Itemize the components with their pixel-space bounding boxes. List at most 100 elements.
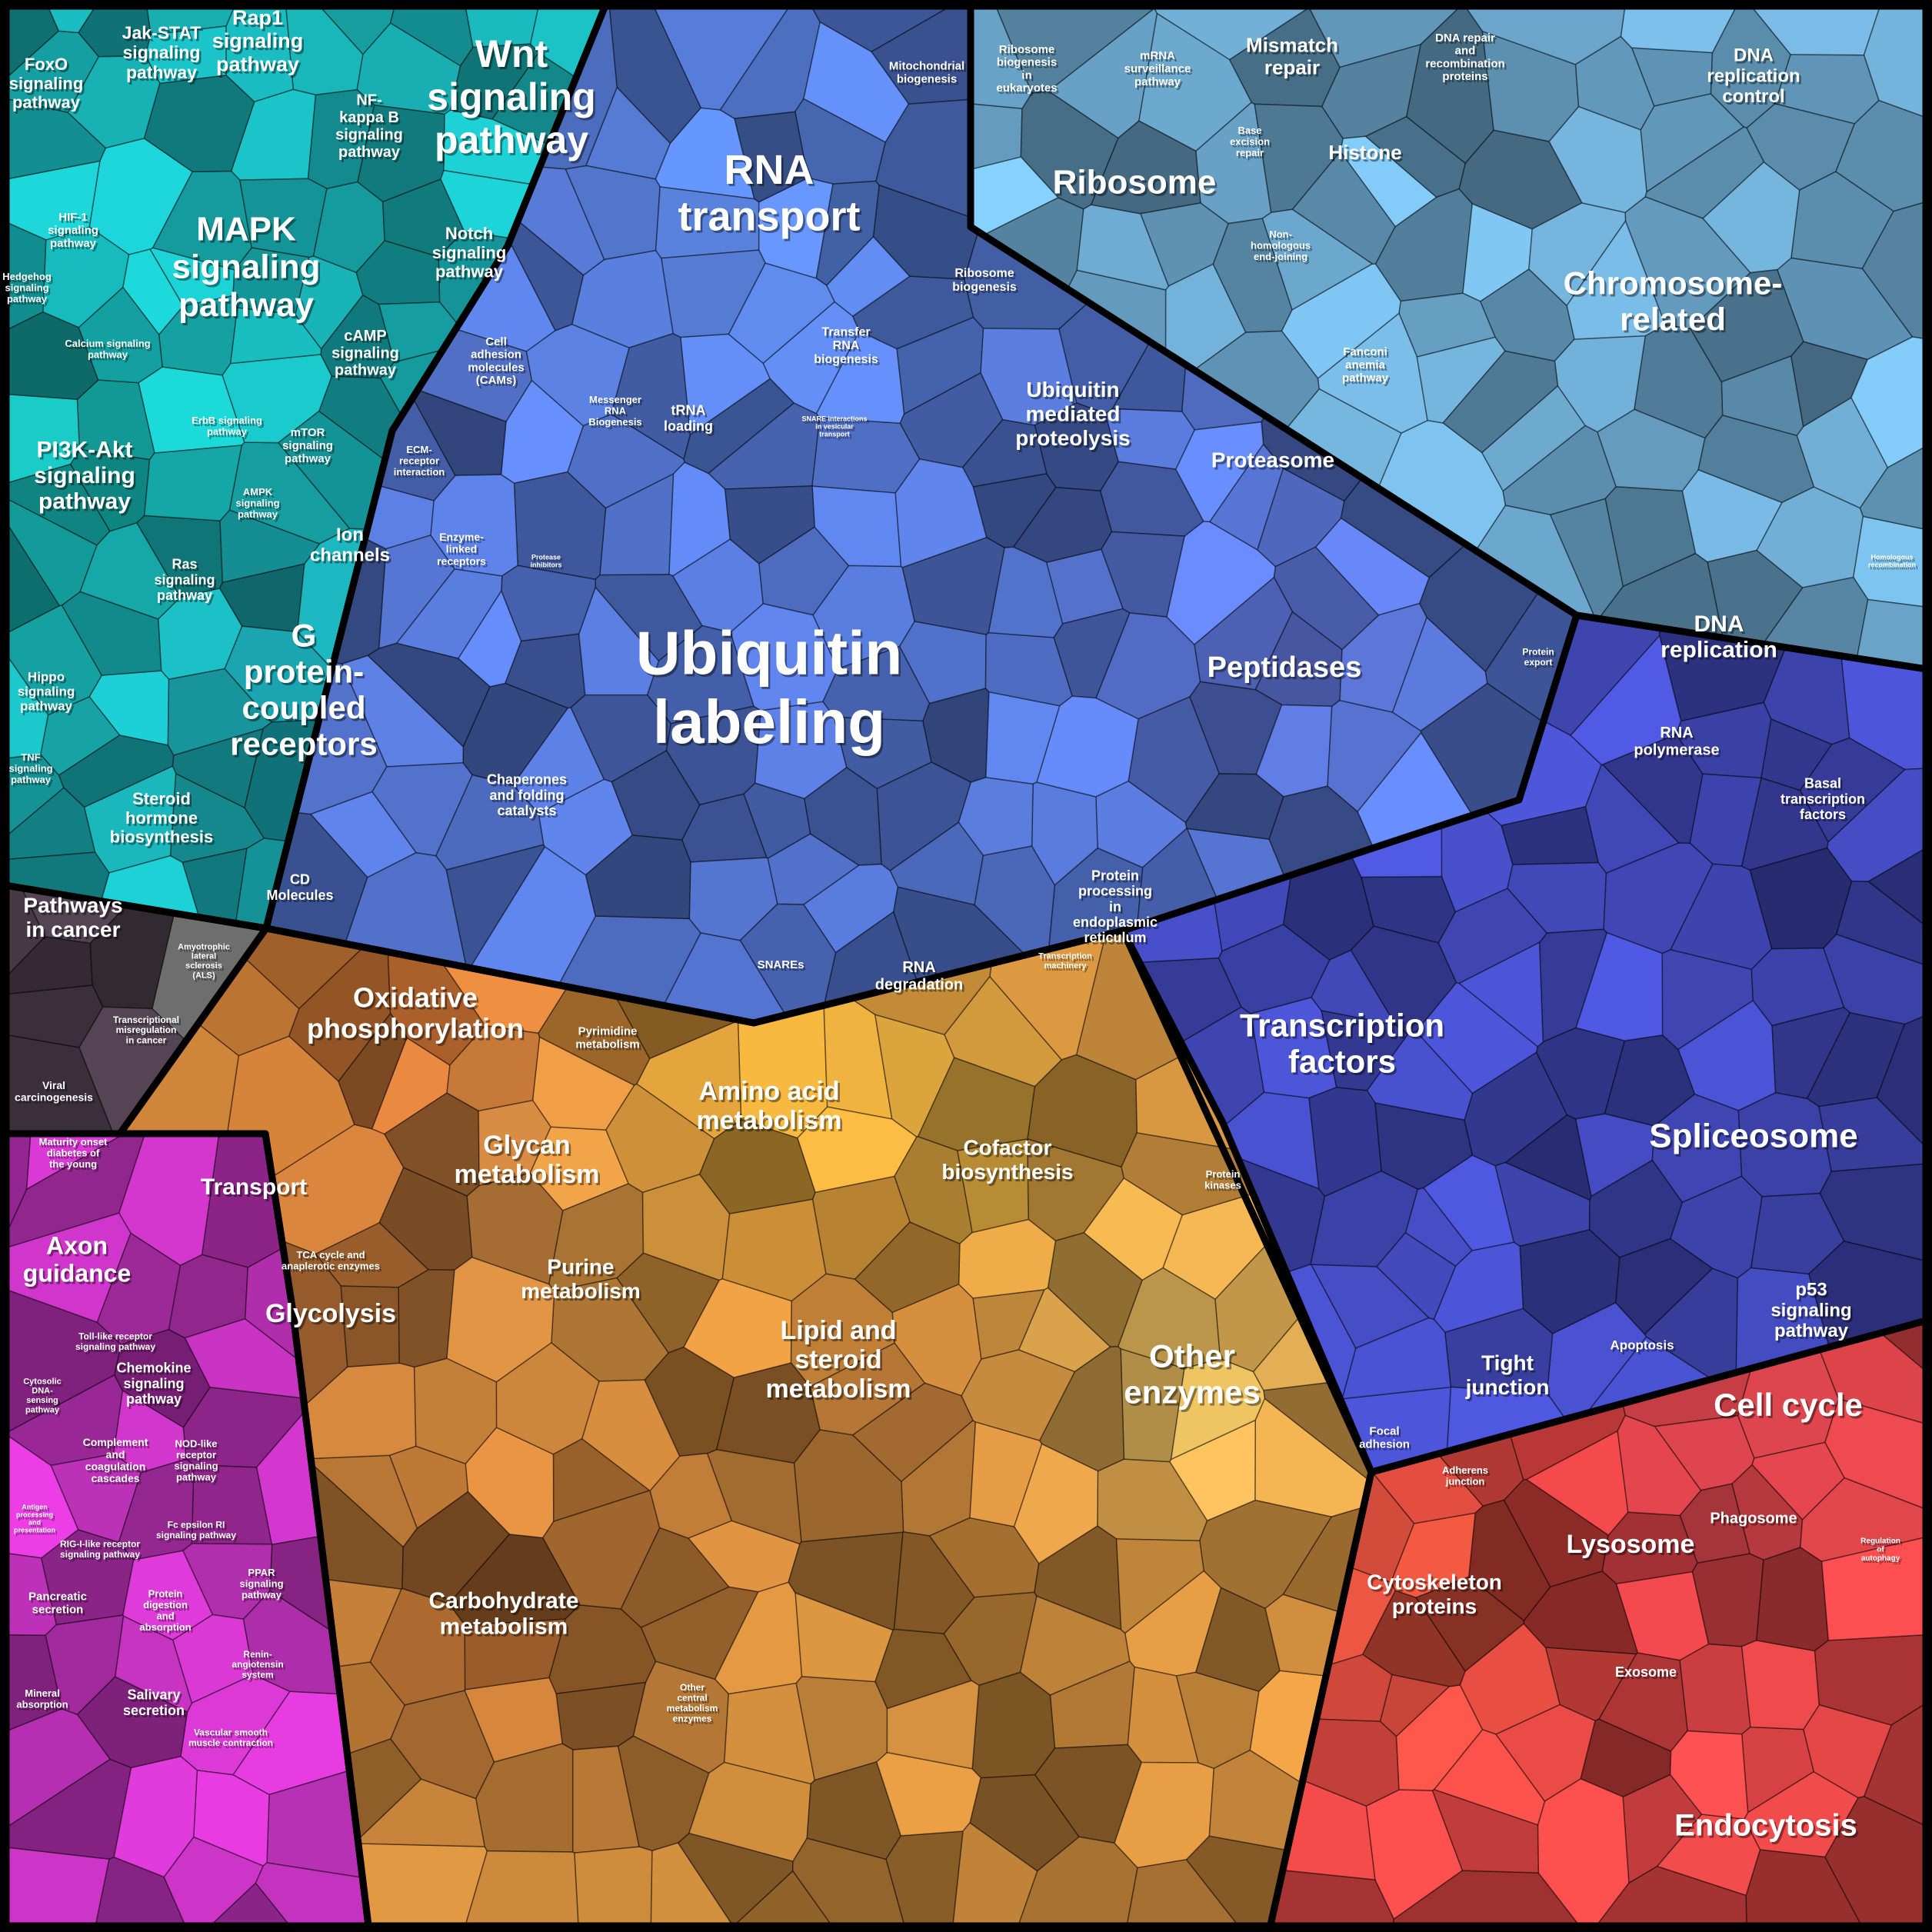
svg-text:pathway: pathway (1774, 1321, 1849, 1341)
svg-text:Protein: Protein (1206, 1168, 1241, 1180)
svg-text:angiotensin: angiotensin (232, 1659, 283, 1670)
svg-text:sensing: sensing (26, 1396, 58, 1405)
svg-text:surveillance: surveillance (1124, 62, 1191, 75)
svg-text:protein-: protein- (244, 654, 364, 690)
svg-text:kappa B: kappa B (339, 109, 399, 126)
svg-text:Fanconi: Fanconi (1343, 345, 1387, 358)
svg-text:pathway: pathway (11, 774, 52, 785)
svg-text:Lipid and: Lipid and (780, 1316, 896, 1345)
svg-text:absorption: absorption (16, 1699, 68, 1710)
svg-text:and: and (106, 1448, 125, 1461)
svg-text:Pyrimidine: Pyrimidine (578, 1025, 638, 1038)
svg-text:Ribosome: Ribosome (999, 43, 1055, 56)
svg-text:RNA: RNA (724, 147, 814, 193)
svg-text:Fc epsilon RI: Fc epsilon RI (168, 1519, 225, 1530)
svg-text:reticulum: reticulum (1084, 930, 1146, 945)
svg-text:Complement: Complement (83, 1436, 148, 1448)
svg-text:pathway: pathway (216, 52, 299, 75)
svg-text:signaling: signaling (1770, 1300, 1851, 1321)
svg-text:signaling pathway: signaling pathway (60, 1549, 140, 1560)
svg-text:export: export (1524, 657, 1553, 668)
svg-text:recombination: recombination (1425, 57, 1504, 70)
svg-text:pathway: pathway (1342, 371, 1389, 385)
svg-text:metabolism: metabolism (766, 1374, 911, 1404)
svg-text:biosynthesis: biosynthesis (941, 1160, 1073, 1184)
svg-text:Wnt: Wnt (475, 32, 548, 75)
svg-text:channels: channels (310, 545, 390, 566)
svg-text:Rap1: Rap1 (232, 6, 283, 29)
svg-text:metabolism: metabolism (575, 1038, 639, 1051)
svg-text:anaplerotic enzymes: anaplerotic enzymes (281, 1261, 380, 1272)
svg-text:and folding: and folding (490, 788, 565, 803)
svg-text:and: and (156, 1611, 174, 1622)
svg-text:pathway: pathway (88, 349, 128, 361)
svg-text:Chaperones: Chaperones (487, 772, 567, 788)
svg-text:catalysts: catalysts (497, 803, 556, 818)
svg-text:system: system (242, 1670, 273, 1681)
svg-text:signaling pathway: signaling pathway (75, 1341, 155, 1352)
svg-text:signaling: signaling (172, 248, 320, 286)
svg-text:Protein: Protein (1522, 646, 1554, 657)
svg-text:replication: replication (1661, 638, 1777, 663)
svg-text:proteolysis: proteolysis (1015, 426, 1130, 450)
svg-text:pathway: pathway (178, 286, 315, 324)
svg-text:presentation: presentation (14, 1526, 55, 1534)
svg-text:DNA: DNA (1694, 611, 1744, 637)
svg-text:junction: junction (1445, 1476, 1485, 1487)
svg-text:transport: transport (678, 193, 860, 239)
svg-text:Glycan: Glycan (483, 1131, 570, 1160)
svg-text:Viral: Viral (42, 1079, 65, 1091)
svg-text:Chromosome-: Chromosome- (1564, 265, 1783, 301)
svg-text:biogenesis: biogenesis (814, 353, 878, 366)
svg-text:RIG-I-like receptor: RIG-I-like receptor (60, 1538, 140, 1549)
svg-text:signaling: signaling (123, 42, 201, 62)
svg-text:replication: replication (1707, 65, 1800, 86)
svg-text:coupled: coupled (242, 690, 365, 726)
svg-text:control: control (1722, 86, 1784, 107)
svg-text:kinases: kinases (1204, 1180, 1241, 1191)
svg-text:mRNA: mRNA (1140, 49, 1175, 62)
svg-text:in cancer: in cancer (126, 1035, 167, 1046)
svg-text:Histone: Histone (1328, 141, 1401, 164)
svg-text:Hippo: Hippo (28, 669, 65, 684)
svg-text:Other: Other (1149, 1338, 1235, 1374)
svg-text:NOD-like: NOD-like (175, 1438, 218, 1450)
svg-text:receptors: receptors (437, 555, 486, 567)
svg-text:loading: loading (664, 418, 713, 434)
svg-text:Cytosolic: Cytosolic (23, 1377, 62, 1386)
svg-text:Mismatch: Mismatch (1246, 33, 1338, 56)
svg-text:Pancreatic: Pancreatic (28, 1591, 87, 1604)
svg-text:RNA: RNA (605, 405, 627, 416)
svg-text:Purine: Purine (547, 1255, 614, 1279)
svg-text:PPAR: PPAR (248, 1567, 275, 1578)
svg-text:(ALS): (ALS) (192, 971, 215, 980)
svg-text:Ubiquitin: Ubiquitin (1026, 378, 1119, 401)
svg-text:hormone: hormone (125, 808, 198, 828)
svg-text:signaling pathway: signaling pathway (156, 1530, 236, 1541)
svg-text:mediated: mediated (1026, 401, 1121, 425)
svg-text:signaling: signaling (154, 572, 215, 588)
svg-text:ECM-: ECM- (406, 444, 431, 455)
svg-text:signaling: signaling (9, 74, 84, 93)
svg-text:G: G (291, 617, 317, 653)
svg-text:Endocytosis: Endocytosis (1674, 1809, 1857, 1843)
svg-text:Phagosome: Phagosome (1710, 1510, 1797, 1527)
svg-text:SNARE interactions: SNARE interactions (801, 415, 867, 422)
svg-text:signaling: signaling (34, 463, 135, 488)
svg-text:degradation: degradation (875, 976, 963, 993)
svg-text:misregulation: misregulation (116, 1024, 177, 1035)
svg-text:Ribosome: Ribosome (954, 267, 1014, 280)
svg-text:biogenesis: biogenesis (997, 56, 1057, 69)
svg-text:Mitochondrial: Mitochondrial (889, 60, 964, 73)
svg-text:pathway: pathway (126, 1391, 182, 1407)
svg-text:transcription: transcription (1780, 791, 1865, 807)
svg-text:CD: CD (290, 872, 310, 888)
svg-text:cascades: cascades (91, 1472, 139, 1484)
svg-text:Enzyme-: Enzyme- (439, 531, 484, 543)
svg-text:Amyotrophic: Amyotrophic (178, 942, 230, 951)
svg-text:ErbB signaling: ErbB signaling (192, 415, 262, 426)
svg-text:Salivary: Salivary (127, 1687, 180, 1703)
svg-text:Chemokine: Chemokine (116, 1361, 191, 1376)
svg-text:Calcium signaling: Calcium signaling (65, 338, 150, 349)
svg-text:cAMP: cAMP (344, 328, 387, 345)
